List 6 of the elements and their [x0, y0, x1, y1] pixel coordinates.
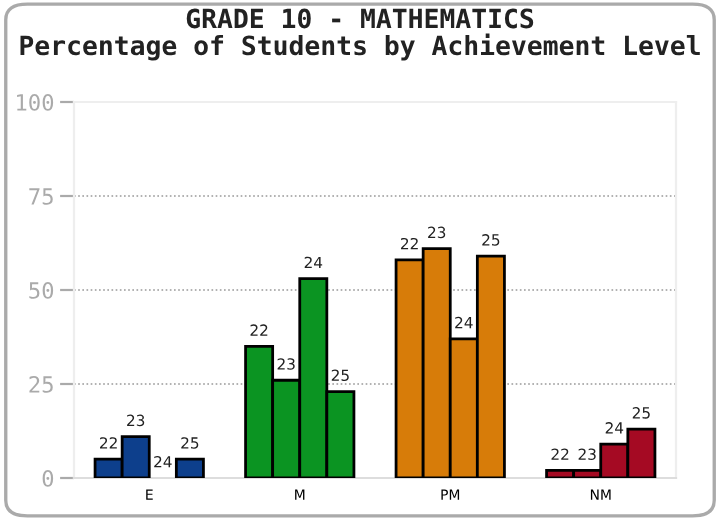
y-tick-label: 25 — [29, 376, 53, 393]
y-tick-label: 0 — [42, 470, 54, 487]
y-tick-label: 100 — [17, 94, 54, 111]
y-tick-label: 75 — [29, 188, 53, 205]
chart-title: GRADE 10 - MATHEMATICS Percentage of Students by Achievement Level — [20, 8, 700, 61]
y-tick-label: 50 — [29, 282, 54, 299]
